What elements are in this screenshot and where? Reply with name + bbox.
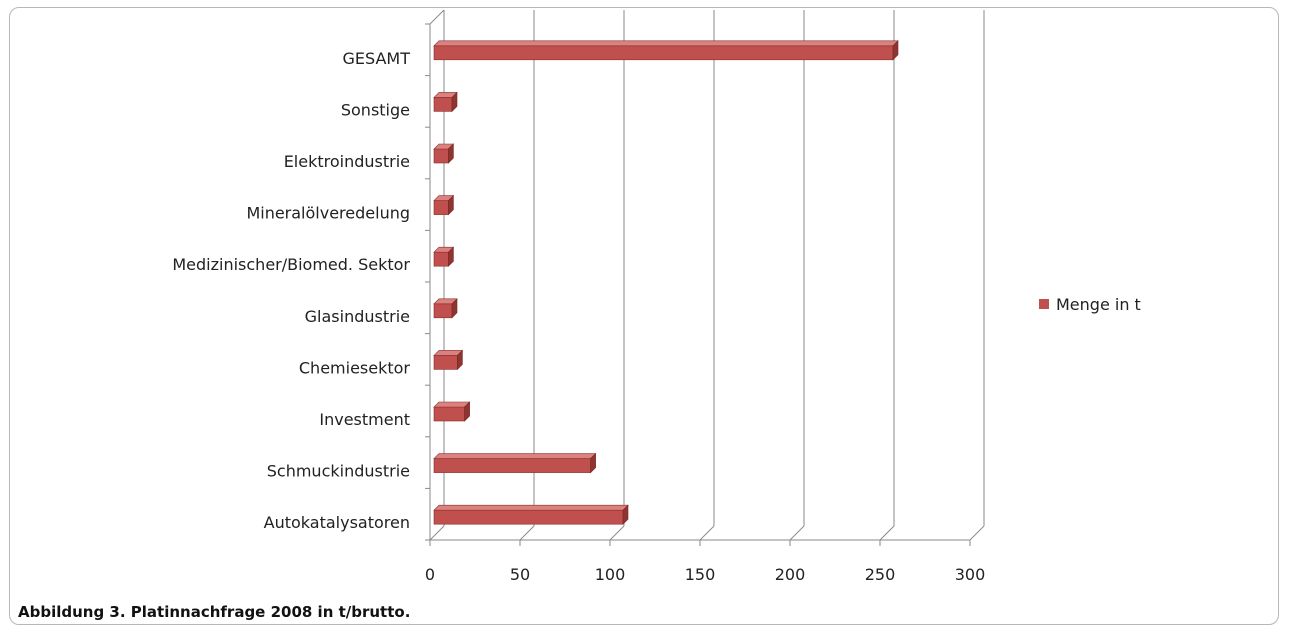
category-label: Mineralölveredelung [246, 204, 410, 223]
bar-front [433, 251, 449, 267]
category-label: Schmuckindustrie [267, 462, 410, 481]
bar-front [433, 45, 894, 61]
floor-gridline [519, 525, 535, 541]
category-label: Investment [319, 410, 410, 429]
bar-front [433, 406, 465, 422]
legend-label: Menge in t [1056, 295, 1141, 314]
category-label: Glasindustrie [305, 307, 410, 326]
bar-top [433, 401, 471, 408]
category-label: Elektroindustrie [284, 152, 410, 171]
bar-top [433, 40, 899, 47]
category-label: Sonstige [341, 100, 410, 119]
bar-side [451, 298, 458, 319]
x-tick-label: 50 [510, 565, 530, 584]
legend: Menge in t [1039, 295, 1141, 314]
bar [433, 91, 458, 113]
x-tick-label: 100 [595, 565, 626, 584]
figure-frame [9, 7, 1279, 625]
bar [433, 349, 464, 371]
bar-top [433, 453, 597, 459]
x-tick-label: 0 [425, 565, 435, 584]
bars-layer [433, 40, 899, 525]
x-tick-label: 200 [775, 565, 806, 584]
bar-chart: 0 50 100 150 200 250 300 Autokatalysatoren Schmu… [172, 9, 1141, 584]
bar-front [433, 303, 453, 319]
bar-side [457, 349, 463, 371]
floor-gridline [789, 525, 805, 541]
bar [433, 143, 455, 164]
bar-side [590, 452, 596, 474]
bar [433, 194, 455, 216]
floor-gridline [609, 525, 625, 541]
wall-edge [429, 9, 445, 25]
bar-side [464, 401, 470, 422]
category-label: Chemiesektor [299, 358, 411, 377]
axes-layer [425, 9, 985, 546]
figure-caption: Abbildung 3. Platinnachfrage 2008 in t/b… [18, 603, 411, 621]
bar [433, 246, 455, 267]
floor-gridline [879, 525, 895, 541]
category-label: Autokatalysatoren [264, 513, 410, 532]
bar [433, 40, 899, 61]
bar-front [433, 97, 453, 112]
bar-top [433, 504, 629, 511]
floor-gridline [969, 525, 985, 541]
category-label: GESAMT [343, 49, 411, 68]
bar-side [622, 504, 629, 525]
bar [433, 452, 597, 474]
bar-side [451, 91, 458, 113]
bar-front [433, 148, 449, 164]
bar-side [448, 246, 454, 267]
bar-front [433, 509, 624, 525]
category-label: Medizinischer/Biomed. Sektor [172, 255, 410, 274]
bar-front [433, 458, 591, 473]
bar-side [448, 194, 454, 216]
floor-gridline [699, 525, 715, 541]
bar-side [892, 40, 899, 61]
legend-swatch [1039, 299, 1049, 309]
floor-gridline [429, 525, 445, 541]
labels-layer: 0 50 100 150 200 250 300 Autokatalysatoren Schmu… [172, 49, 985, 584]
bar-side [448, 143, 454, 164]
x-tick-label: 150 [685, 565, 716, 584]
x-tick-label: 250 [865, 565, 896, 584]
bar [433, 298, 458, 319]
x-tick-label: 300 [955, 565, 986, 584]
bar-front [433, 355, 458, 370]
bar [433, 401, 471, 422]
bar [433, 504, 629, 525]
bar-front [433, 200, 449, 215]
